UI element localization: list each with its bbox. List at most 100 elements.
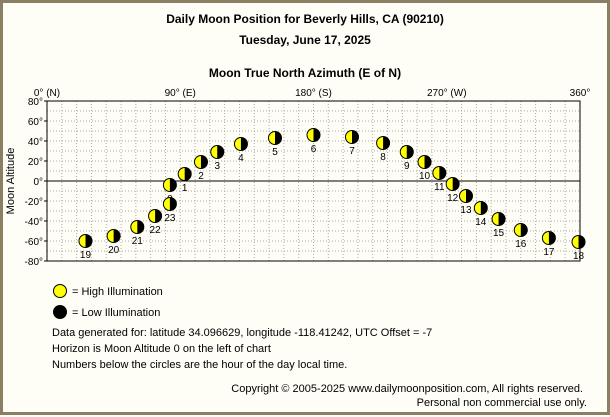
moon-point-dark [383, 136, 390, 150]
x-tick-label: 270° (W) [427, 88, 467, 99]
moon-point-dark [498, 212, 506, 226]
moon-point: 11 [432, 166, 447, 193]
hour-label: 22 [150, 225, 162, 236]
hour-label: 14 [475, 217, 487, 228]
hour-label: 21 [132, 236, 144, 247]
moon-point: 20 [106, 229, 121, 256]
moon-point: 6 [306, 128, 321, 155]
moon-point: 5 [268, 131, 283, 158]
grid [47, 101, 580, 261]
x-tick-label: 0° (N) [34, 88, 60, 99]
moon-point-dark [313, 128, 321, 142]
moon-point: 17 [541, 231, 556, 258]
hour-label: 1 [182, 183, 188, 194]
moon-point-dark [155, 209, 162, 223]
x-tick-label: 90° (E) [165, 88, 196, 99]
moon-point: 16 [513, 223, 528, 250]
hour-label: 12 [447, 193, 459, 204]
hour-label: 18 [573, 251, 585, 262]
moon-point: 4 [233, 137, 248, 164]
moon-points: 01234567891011121314151617181920212223 [78, 128, 586, 262]
moon-point-dark [578, 235, 586, 249]
hour-label: 5 [272, 147, 278, 158]
x-tick-label: 180° (S) [295, 88, 332, 99]
y-tick-label: 0° [33, 177, 43, 188]
moon-point: 22 [148, 209, 163, 236]
info-line-1: Data generated for: latitude 34.096629, … [52, 327, 432, 339]
hour-label: 17 [543, 247, 555, 258]
moon-point: 12 [445, 177, 460, 204]
moon-point-dark [85, 234, 92, 248]
hour-label: 10 [419, 171, 431, 182]
moon-point-dark [520, 223, 528, 237]
moon-point-dark [275, 131, 282, 145]
moon-point: 7 [344, 130, 359, 157]
hour-label: 13 [460, 205, 472, 216]
y-tick-label: -20° [25, 197, 43, 208]
hour-label: 11 [434, 182, 445, 193]
hour-label: 16 [515, 239, 527, 250]
y-tick-label: 80° [28, 97, 43, 108]
moon-point-dark [452, 177, 460, 191]
moon-point: 2 [193, 155, 208, 182]
chart-subtitle: Tuesday, June 17, 2025 [239, 33, 371, 47]
moon-point: 3 [210, 145, 225, 172]
legend-high-marker [53, 284, 67, 298]
hour-label: 2 [198, 171, 204, 182]
y-tick-label: -60° [25, 237, 43, 248]
moon-point-dark [169, 197, 177, 211]
moon-point-dark [240, 137, 248, 151]
moon-point-dark [424, 155, 432, 169]
x-axis-label: Moon True North Azimuth (E of N) [209, 66, 401, 80]
moon-point: 19 [78, 234, 93, 261]
moon-point: 14 [473, 201, 488, 228]
moon-position-chart: Daily Moon Position for Beverly Hills, C… [5, 12, 590, 409]
y-axis-label: Moon Altitude [5, 148, 17, 215]
moon-point: 21 [130, 220, 145, 247]
info-line-3: Numbers below the circles are the hour o… [52, 359, 347, 371]
moon-point: 9 [399, 145, 414, 172]
y-tick-label: 40° [28, 137, 43, 148]
moon-point-dark [200, 155, 208, 169]
moon-point-dark [113, 229, 121, 243]
y-tick-labels: 80° 60° 40° 20° 0° -20° -40° -60° -80° [25, 97, 47, 268]
moon-point: 8 [376, 136, 391, 163]
moon-point: 15 [491, 212, 506, 239]
hour-label: 8 [380, 152, 386, 163]
y-tick-label: -40° [25, 217, 43, 228]
moon-point-dark [184, 167, 192, 181]
moon-point: 1 [177, 167, 192, 194]
hour-label: 6 [311, 144, 317, 155]
moon-point: 18 [571, 235, 586, 262]
moon-point-dark [406, 145, 414, 159]
legend-high-label: = High Illumination [72, 286, 163, 298]
chart-title: Daily Moon Position for Beverly Hills, C… [166, 12, 444, 26]
hour-label: 23 [164, 213, 176, 224]
hour-label: 20 [108, 245, 120, 256]
hour-label: 3 [214, 161, 220, 172]
hour-label: 7 [349, 146, 355, 157]
x-tick-labels: 0° (N) 90° (E) 180° (S) 270° (W) 360° [34, 88, 590, 99]
y-tick-label: 20° [28, 157, 43, 168]
moon-point-dark [217, 145, 224, 159]
hour-label: 4 [238, 153, 244, 164]
hour-label: 15 [493, 228, 505, 239]
moon-point-dark [548, 231, 556, 245]
moon-point-dark [480, 201, 488, 215]
hour-label: 19 [80, 250, 92, 261]
moon-point-dark [439, 166, 446, 180]
legend-low-label: = Low Illumination [72, 307, 160, 319]
moon-point-dark [465, 189, 473, 203]
copyright-line-2: Personal non commercial use only. [417, 397, 587, 409]
moon-point: 10 [417, 155, 432, 182]
hour-label: 9 [404, 161, 410, 172]
moon-point: 23 [162, 197, 177, 224]
y-tick-label: -80° [25, 257, 43, 268]
info-line-2: Horizon is Moon Altitude 0 on the left o… [52, 343, 271, 355]
legend-low-marker [53, 305, 67, 319]
copyright-line-1: Copyright © 2005-2025 www.dailymoonposit… [231, 383, 583, 395]
x-tick-label: 360° [570, 88, 591, 99]
y-tick-label: 60° [28, 117, 43, 128]
moon-point-dark [351, 130, 359, 144]
